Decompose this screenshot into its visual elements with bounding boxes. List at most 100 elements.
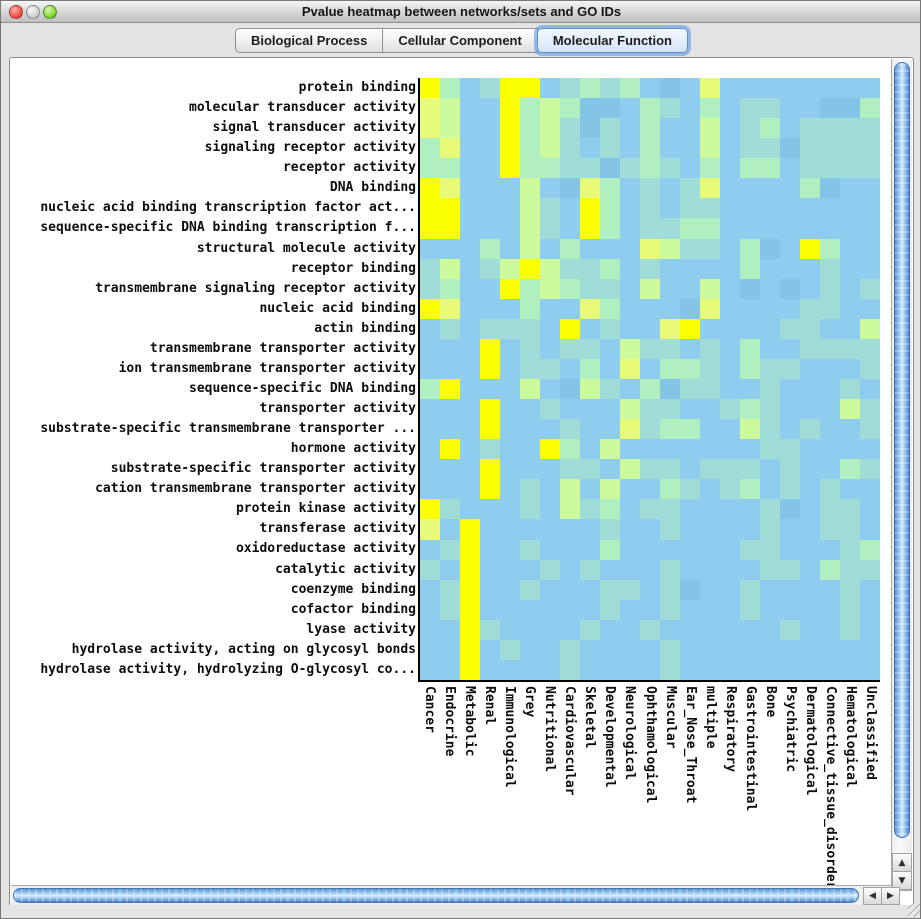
heatmap-cell [560,258,580,279]
heatmap-cell [840,258,860,279]
heatmap-cell [640,379,660,400]
heatmap-cell [860,198,880,219]
heatmap-cell [800,198,820,219]
heatmap-cell [860,138,880,159]
heatmap-cell [700,599,720,620]
heatmap-cell [860,358,880,379]
heatmap-cell [740,338,760,359]
scroll-down-button[interactable]: ▼ [892,871,912,890]
scroll-right-button[interactable]: ▶ [881,887,900,905]
heatmap-cell [620,138,640,159]
heatmap-cell [840,198,860,219]
row-label-ion-transmembrane-transporter-activity: ion transmembrane transporter activity [118,360,416,376]
heatmap-cell [860,579,880,600]
close-button[interactable] [9,5,23,19]
heatmap-cell [520,659,540,680]
row-label-hydrolase-activity-hydrolyzing-o-glycosyl-co: hydrolase activity, hydrolyzing O-glycos… [40,661,416,677]
heatmap-cell [800,158,820,179]
heatmap-cell [640,278,660,299]
heatmap-cell [680,338,700,359]
heatmap-cell [560,98,580,119]
tab-biological-process[interactable]: Biological Process [234,27,384,53]
heatmap-cell [420,479,440,500]
heatmap-cell [860,479,880,500]
heatmap-cell [480,619,500,640]
heatmap-cell [700,559,720,580]
horizontal-scrollbar-thumb[interactable] [13,888,859,903]
heatmap-cell [660,439,680,460]
heatmap-cell [640,619,660,640]
heatmap-cell [660,539,680,560]
heatmap-cell [680,318,700,339]
heatmap-cell [760,258,780,279]
heatmap-cell [740,579,760,600]
resize-grip-icon[interactable] [908,904,920,917]
heatmap-cell [600,539,620,560]
heatmap-cell [440,539,460,560]
heatmap-cell [720,118,740,139]
heatmap-cell [680,379,700,400]
heatmap-cell [860,338,880,359]
heatmap-cell [560,318,580,339]
heatmap-cell [760,158,780,179]
row-label-transporter-activity: transporter activity [259,401,416,416]
heatmap-cell [660,218,680,239]
heatmap-cell [460,439,480,460]
heatmap-cell [420,599,440,620]
horizontal-scrollbar-track[interactable]: ◀ ▶ [11,885,900,905]
heatmap-cell [520,419,540,440]
heatmap-cell [840,539,860,560]
heatmap-cell [840,559,860,580]
heatmap-cell [580,78,600,99]
heatmap-cell [680,519,700,540]
heatmap-cell [560,218,580,239]
heatmap-cell [640,158,660,179]
scroll-left-button[interactable]: ◀ [863,887,882,905]
zoom-button[interactable] [43,5,57,19]
heatmap-cell [460,419,480,440]
heatmap-cell [480,118,500,139]
row-label-transmembrane-transporter-activity: transmembrane transporter activity [149,340,416,356]
heatmap-cell [540,178,560,199]
heatmap-cell [560,439,580,460]
heatmap-cell [480,98,500,119]
heatmap-cell [540,599,560,620]
heatmap-cell [640,419,660,440]
heatmap-cell [680,138,700,159]
heatmap-cell [520,278,540,299]
heatmap-cell [520,238,540,259]
heatmap-cell [800,599,820,620]
heatmap-cell [840,138,860,159]
heatmap-cell [420,318,440,339]
heatmap-cell [740,559,760,580]
row-label-protein-kinase-activity: protein kinase activity [235,501,416,517]
heatmap-cell [500,619,520,640]
column-label-nutritional: Nutritional [542,686,558,773]
row-label-structural-molecule-activity: structural molecule activity [196,240,416,256]
heatmap-cell [760,599,780,620]
minimize-button[interactable] [26,5,40,19]
heatmap-cell [700,399,720,420]
heatmap-cell [540,78,560,99]
heatmap-cell [680,98,700,119]
heatmap-cell [440,599,460,620]
heatmap-cell [620,499,640,520]
heatmap-cell [600,198,620,219]
heatmap-cell [760,439,780,460]
tab-molecular-function[interactable]: Molecular Function [536,27,688,53]
tab-cellular-component[interactable]: Cellular Component [382,27,538,53]
scroll-up-button[interactable]: ▲ [892,853,912,872]
heatmap-cell [840,379,860,400]
heatmap-cell [460,539,480,560]
vertical-scrollbar-thumb[interactable] [894,62,910,838]
right-arrow-icon: ▶ [887,891,894,901]
row-label-hormone-activity: hormone activity [290,441,416,457]
heatmap-cell [860,599,880,620]
heatmap-cell [660,258,680,279]
heatmap-cell [820,338,840,359]
heatmap-cell [740,619,760,640]
heatmap-cell [520,599,540,620]
heatmap-cell [820,539,840,560]
heatmap-cell [440,439,460,460]
vertical-scrollbar-track[interactable] [891,59,912,891]
